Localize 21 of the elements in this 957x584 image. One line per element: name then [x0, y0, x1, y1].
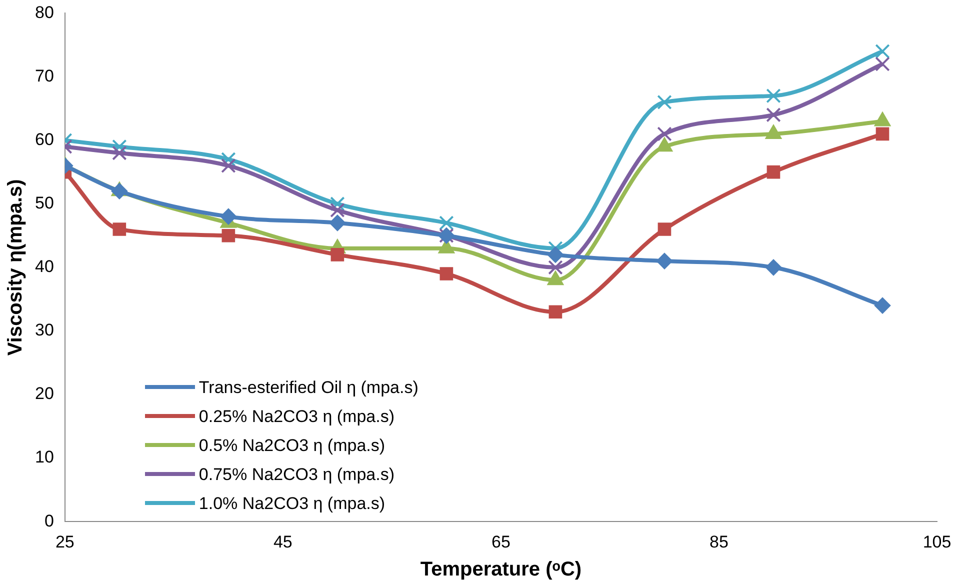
y-tick-label: 20	[34, 384, 54, 404]
x-tick-label: 65	[491, 532, 510, 552]
y-tick-label: 50	[34, 194, 54, 213]
legend-label: 0.75% Na2CO3 η (mpa.s)	[198, 464, 394, 486]
y-tick-label: 0	[44, 511, 54, 530]
y-tick-label: 40	[34, 257, 54, 276]
legend-label: 1.0% Na2CO3 η (mpa.s)	[198, 492, 386, 515]
x-tick-label: 25	[55, 532, 74, 552]
legend-label: Trans-esterified Oil η (mpa.s)	[198, 376, 418, 399]
x-axis-title: Temperature (ᵒC)	[420, 558, 582, 581]
y-tick-label: 60	[34, 130, 54, 149]
legend-label: 0.25% Na2CO3 η (mpa.s)	[198, 406, 394, 428]
x-tick-label: 105	[922, 532, 952, 552]
y-tick-label: 30	[34, 320, 54, 340]
x-tick-label: 85	[710, 532, 728, 552]
y-tick-label: 80	[34, 2, 54, 22]
legend-label: 0.5% Na2CO3 η (mpa.s)	[198, 434, 386, 457]
x-tick-label: 45	[273, 532, 292, 552]
y-tick-label: 10	[34, 448, 54, 467]
y-tick-label: 70	[34, 66, 54, 86]
y-axis-title: Viscosity η(mpa.s)	[4, 179, 27, 356]
